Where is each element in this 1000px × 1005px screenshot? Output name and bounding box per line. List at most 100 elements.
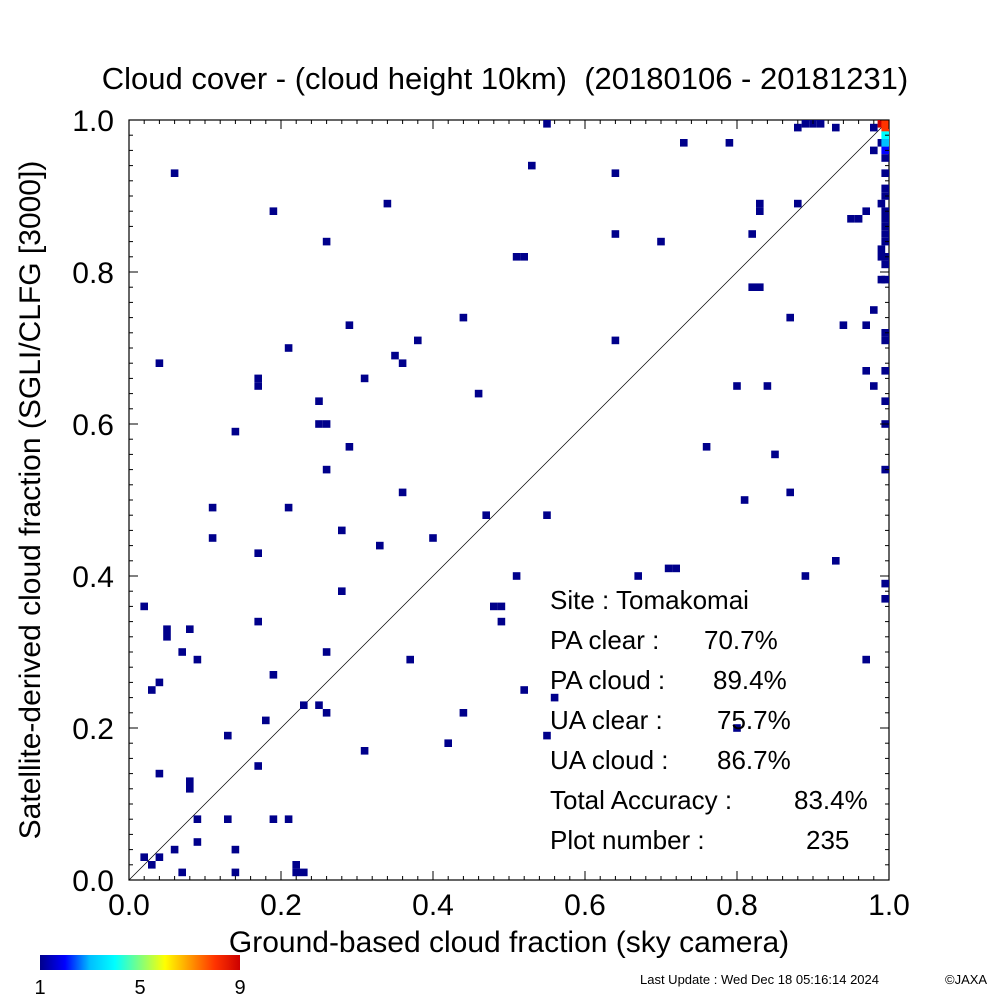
data-cell	[881, 367, 889, 375]
data-cell	[881, 139, 889, 147]
data-cell	[254, 617, 262, 626]
data-cell	[740, 496, 749, 504]
data-cell	[322, 709, 331, 717]
data-cell	[269, 207, 278, 215]
data-cell	[254, 549, 262, 557]
y-tick-label: 0.4	[72, 561, 114, 594]
data-cell	[786, 488, 794, 497]
data-cell	[543, 511, 551, 519]
data-cell	[881, 579, 889, 588]
data-cell	[664, 564, 673, 573]
data-cell	[881, 230, 889, 238]
data-cell	[224, 731, 232, 740]
data-cell	[269, 815, 278, 823]
data-cell	[756, 199, 764, 208]
colorbar-tick-label: 1	[34, 977, 45, 999]
y-tick-label: 1.0	[72, 105, 114, 138]
data-cell	[497, 602, 506, 611]
y-axis-label: Satellite-derived cloud fraction (SGLI/C…	[14, 161, 47, 840]
data-cell	[322, 420, 331, 428]
data-cell	[170, 845, 179, 854]
data-cell	[178, 868, 186, 877]
data-cell	[543, 120, 551, 128]
data-cell	[398, 488, 407, 497]
data-cell	[528, 161, 536, 170]
data-cell	[148, 686, 156, 694]
x-axis-label: Ground-based cloud fraction (sky camera)	[229, 926, 789, 959]
data-cell	[292, 861, 300, 869]
data-cell	[756, 283, 764, 291]
data-cells	[140, 120, 889, 877]
data-cell	[254, 374, 262, 383]
data-cell	[881, 123, 889, 132]
data-cell	[140, 602, 148, 611]
data-cell	[284, 503, 293, 512]
data-cell	[543, 731, 551, 740]
data-cell	[140, 853, 148, 861]
data-cell	[512, 253, 521, 261]
data-cell	[338, 587, 346, 595]
x-axis-tick-labels: 0.0 0.2 0.4 0.6 0.8 1.0	[108, 889, 910, 922]
stat-label: PA cloud :	[550, 665, 665, 695]
data-cell	[801, 572, 810, 580]
stat-value: 83.4%	[794, 785, 868, 815]
data-cell	[474, 389, 483, 398]
data-cell	[794, 123, 802, 132]
data-cell	[345, 321, 354, 329]
data-cell	[733, 382, 741, 390]
data-cell	[315, 701, 323, 709]
data-cell	[550, 693, 559, 702]
data-cell	[756, 207, 764, 215]
data-cell	[733, 724, 741, 732]
data-cell	[816, 120, 825, 128]
data-cell	[315, 420, 323, 428]
data-cell	[383, 199, 392, 208]
data-cell	[186, 785, 194, 793]
data-cell	[862, 367, 870, 375]
data-cell	[148, 861, 156, 869]
data-cell	[155, 359, 164, 367]
data-cell	[611, 336, 620, 345]
data-cell	[398, 359, 407, 367]
data-cell	[877, 253, 886, 261]
data-cell	[338, 526, 346, 535]
data-cell	[832, 557, 840, 565]
data-cell	[300, 701, 308, 709]
data-cell	[155, 853, 164, 861]
stat-label: Plot number :	[550, 825, 705, 855]
stat-value: 235	[806, 825, 849, 855]
y-tick-label: 0.8	[72, 257, 114, 290]
data-cell	[839, 321, 848, 329]
data-cell	[877, 120, 886, 128]
x-tick-label: 0.4	[412, 889, 454, 922]
data-cell	[877, 199, 886, 208]
data-cell	[208, 503, 217, 512]
axis-ticks	[128, 119, 890, 881]
data-cell	[862, 207, 870, 215]
data-cell	[870, 123, 878, 132]
data-cell	[284, 344, 293, 352]
data-cell	[224, 815, 232, 823]
data-cell	[725, 139, 734, 147]
data-cell	[300, 868, 308, 877]
colorbar-tick-labels: 1 5 9	[34, 977, 245, 999]
data-cell	[345, 443, 354, 451]
data-cell	[322, 465, 331, 474]
stat-label: UA clear :	[550, 705, 663, 735]
colorbar-tick-label: 5	[134, 977, 145, 999]
stat-value: 75.7%	[717, 705, 791, 735]
reference-line	[128, 119, 890, 881]
data-cell	[881, 336, 889, 345]
reference-diagonal-line	[128, 119, 890, 881]
data-cell	[208, 534, 217, 542]
stat-label: PA clear :	[550, 625, 659, 655]
data-cell	[854, 215, 863, 223]
data-cell	[611, 169, 620, 177]
data-cell	[186, 625, 194, 633]
data-cell	[414, 336, 422, 345]
stat-label: Site : Tomakomai	[550, 585, 749, 615]
data-cell	[459, 313, 468, 322]
stat-value: 89.4%	[713, 665, 787, 695]
data-cell	[163, 633, 171, 641]
data-cell	[170, 169, 179, 177]
